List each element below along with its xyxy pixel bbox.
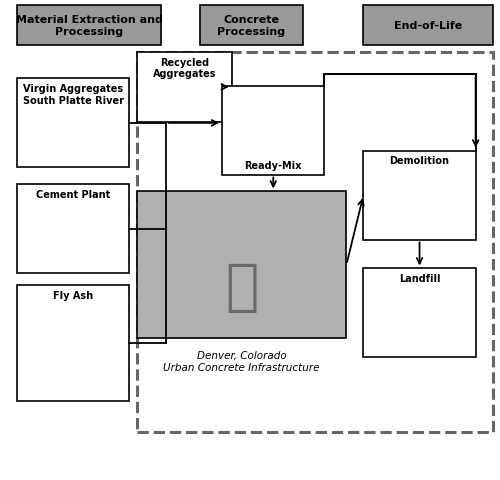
- Text: Demolition: Demolition: [390, 156, 450, 166]
- Bar: [136, 53, 232, 122]
- Text: Material Extraction and
Processing: Material Extraction and Processing: [16, 15, 163, 36]
- Bar: [222, 86, 324, 175]
- Bar: [18, 185, 130, 274]
- Bar: [136, 53, 492, 432]
- Text: Landfill: Landfill: [399, 274, 440, 284]
- Bar: [18, 286, 130, 401]
- Bar: [136, 192, 346, 338]
- Text: Denver, Colorado
Urban Concrete Infrastructure: Denver, Colorado Urban Concrete Infrastr…: [164, 350, 320, 372]
- Text: End-of-Life: End-of-Life: [394, 21, 462, 31]
- Text: Fly Ash: Fly Ash: [54, 290, 94, 300]
- Bar: [18, 6, 161, 46]
- Bar: [18, 79, 130, 168]
- Text: Virgin Aggregates
South Platte River: Virgin Aggregates South Platte River: [23, 84, 124, 106]
- Text: Recycled
Aggregates: Recycled Aggregates: [152, 58, 216, 79]
- Bar: [364, 151, 476, 240]
- Text: Ready-Mix: Ready-Mix: [244, 160, 302, 170]
- Bar: [200, 6, 302, 46]
- Bar: [364, 6, 492, 46]
- Text: 🏙: 🏙: [225, 260, 258, 314]
- Text: Cement Plant: Cement Plant: [36, 190, 111, 200]
- Text: Concrete
Processing: Concrete Processing: [218, 15, 286, 36]
- Bar: [364, 269, 476, 358]
